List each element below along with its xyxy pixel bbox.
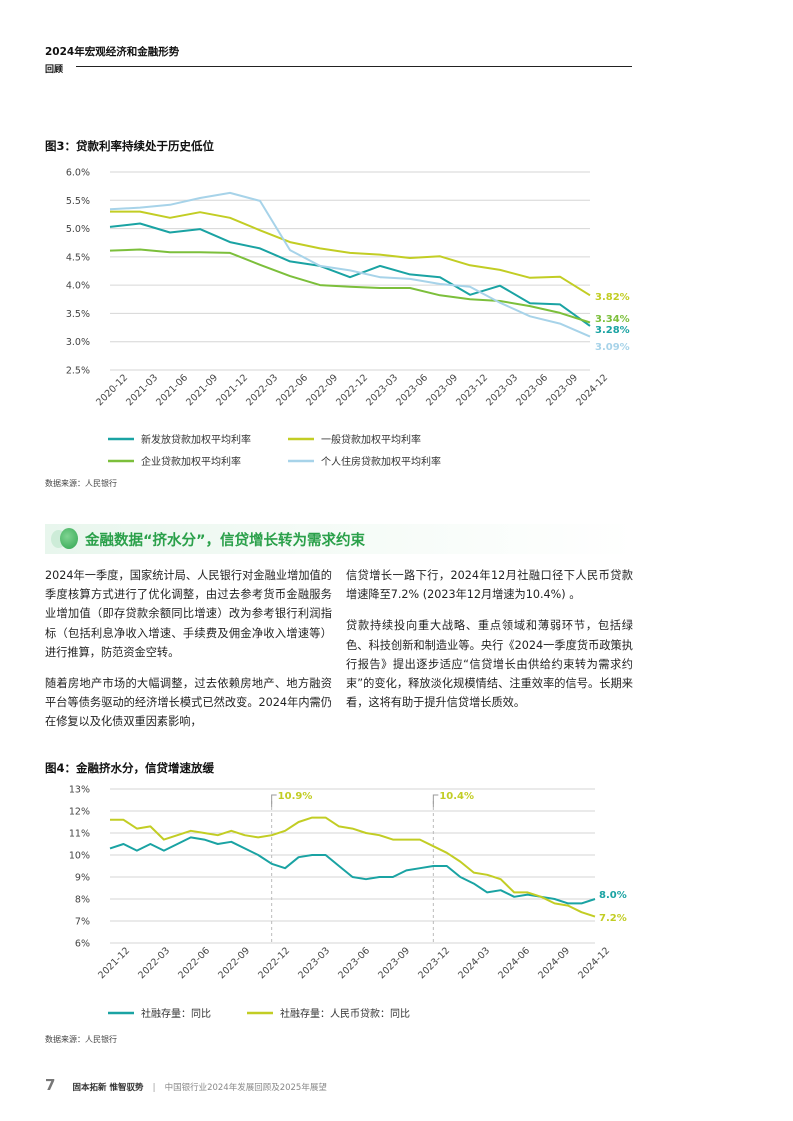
fig3-y-tick: 2.5%: [66, 366, 90, 377]
figure4-title: 图4：金融挤水分，信贷增速放缓: [45, 761, 214, 775]
fig3-end-label-4: 3.09%: [595, 342, 630, 353]
fig3-y-tick: 4.0%: [66, 281, 90, 292]
figure3-title: 图3：贷款利率持续处于历史低位: [45, 139, 214, 153]
fig3-y-tick: 5.0%: [66, 224, 90, 235]
fig4-x-tick: 2023-03: [296, 945, 332, 981]
right-paragraph-2: 贷款持续投向重大战略、重点领域和薄弱环节，包括绿色、科技创新和制造业等。央行《2…: [346, 619, 633, 710]
fig3-x-tick: 2022-12: [334, 372, 370, 408]
right-paragraph-1: 信贷增长一路下行，2024年12月社融口径下人民币贷款增速降至7.2% (202…: [346, 569, 633, 602]
running-header-subtitle: 回顾: [45, 65, 64, 75]
section-banner: 金融数据“挤水分”，信贷增长转为需求约束: [45, 524, 635, 554]
footer-brand: 固本拓新 惟智驭势: [72, 1083, 144, 1093]
fig3-series-line-4: [109, 191, 591, 338]
fig3-x-tick: 2023-09: [424, 372, 460, 408]
figure3-source: 数据来源：人民银行: [45, 479, 117, 488]
fig3-x-tick: 2023-09: [544, 372, 580, 408]
banner-background: [45, 524, 635, 554]
fig3-x-tick: 2023-12: [454, 372, 490, 408]
fig3-legend-label-1: 新发放贷款加权平均利率: [141, 433, 251, 446]
fig4-legend-label-2: 社融存量：人民币贷款：同比: [280, 1007, 410, 1020]
fig3-legend-label-2: 一般贷款加权平均利率: [321, 433, 421, 446]
fig4-legend-label-1: 社融存量：同比: [141, 1007, 211, 1020]
fig4-y-tick: 7%: [75, 917, 90, 928]
fig3-legend-label-3: 企业贷款加权平均利率: [141, 455, 241, 468]
left-column: 2024年一季度，国家统计局、人民银行对金融业增加值的季度核算方式进行了优化调整…: [45, 566, 332, 744]
fig3-x-tick: 2024-12: [574, 372, 610, 408]
fig4-x-tick: 2024-09: [536, 945, 572, 981]
fig4-x-tick: 2024-06: [496, 945, 532, 981]
fig3-legend-label-4: 个人住房贷款加权平均利率: [321, 455, 441, 468]
fig4-x-tick: 2024-12: [576, 945, 612, 981]
fig4-y-tick: 12%: [69, 807, 90, 818]
page-footer: 7 固本拓新 惟智驭势 | 中国银行业2024年发展回顾及2025年展望: [45, 1075, 327, 1094]
fig3-x-tick: 2022-06: [274, 372, 310, 408]
fig3-x-tick: 2023-06: [394, 372, 430, 408]
fig4-series-line-2: [110, 816, 596, 918]
page-number: 7: [45, 1076, 56, 1094]
fig3-series-line-2: [110, 210, 591, 297]
fig3-x-tick: 2022-09: [304, 372, 340, 408]
figure4-chart: 13%12%11%10%9%8%7%6%2021-12 2022-03 2022-0…: [69, 785, 627, 1021]
fig4-y-tick: 13%: [69, 785, 90, 796]
fig4-y-tick: 8%: [75, 895, 90, 906]
fig4-x-tick: 2022-12: [256, 945, 292, 981]
fig4-x-tick: 2022-03: [136, 945, 172, 981]
section-title: 金融数据“挤水分”，信贷增长转为需求约束: [85, 533, 366, 549]
figure4-source: 数据来源：人民银行: [45, 1035, 117, 1044]
footer-separator: |: [152, 1083, 156, 1093]
fig3-y-tick: 3.0%: [66, 337, 90, 348]
fig4-x-tick: 2021-12: [96, 945, 132, 981]
right-column: 信贷增长一路下行，2024年12月社融口径下人民币贷款增速降至7.2% (202…: [346, 566, 633, 724]
leaf-green-icon: [60, 528, 78, 549]
left-paragraph-2: 随着房地产市场的大幅调整，过去依赖房地产、地方融资平台等债务驱动的经济增长模式已…: [45, 677, 332, 729]
fig4-x-tick: 2022-09: [216, 945, 252, 981]
left-paragraph-1: 2024年一季度，国家统计局、人民银行对金融业增加值的季度核算方式进行了优化调整…: [45, 569, 332, 659]
fig4-x-tick: 2023-09: [376, 945, 412, 981]
fig4-annotation-label: 10.9%: [278, 791, 313, 802]
fig3-series-line-1: [109, 222, 591, 327]
footer-doc-title: 中国银行业2024年发展回顾及2025年展望: [164, 1083, 327, 1093]
fig3-y-tick: 6.0%: [66, 168, 90, 179]
fig3-x-tick: 2023-03: [364, 372, 400, 408]
fig4-x-tick: 2024-03: [456, 945, 492, 981]
fig3-end-label-2: 3.82%: [595, 292, 630, 303]
fig3-series-line-3: [109, 248, 591, 324]
fig3-x-tick: 2021-12: [214, 372, 250, 408]
fig4-x-tick: 2023-06: [336, 945, 372, 981]
fig4-end-label-2: 7.2%: [599, 913, 627, 924]
fig3-y-tick: 3.5%: [66, 309, 90, 320]
header-rule: [76, 66, 632, 67]
fig4-series-line-1: [109, 836, 596, 905]
fig3-y-tick: 5.5%: [66, 196, 90, 207]
fig4-x-tick: 2022-06: [176, 945, 212, 981]
fig3-y-tick: 4.5%: [66, 252, 90, 263]
fig4-y-tick: 11%: [69, 829, 90, 840]
fig3-x-tick: 2021-09: [184, 372, 220, 408]
fig3-x-tick: 2021-06: [154, 372, 190, 408]
fig4-y-tick: 10%: [69, 851, 90, 862]
running-header-title: 2024年宏观经济和金融形势: [45, 46, 180, 58]
fig3-end-label-1: 3.28%: [595, 325, 630, 336]
fig3-end-label-3: 3.34%: [595, 314, 630, 325]
fig3-x-tick: 2022-03: [244, 372, 280, 408]
fig3-x-tick: 2021-03: [124, 372, 160, 408]
fig3-x-tick: 2023-06: [514, 372, 550, 408]
figure3-chart: 6.0%5.5%5.0%4.5%4.0%3.5%3.0%2.5%2020-122…: [66, 168, 630, 469]
fig4-y-tick: 6%: [75, 939, 90, 950]
fig4-annotation-label: 10.4%: [439, 791, 474, 802]
fig4-x-tick: 2023-12: [416, 945, 452, 981]
fig4-annotation-leader: [432, 794, 439, 807]
fig4-annotation-leader: [271, 794, 277, 807]
fig3-x-tick: 2023-03: [484, 372, 520, 408]
fig3-x-tick: 2020-12: [94, 372, 130, 408]
fig4-end-label-1: 8.0%: [599, 890, 627, 901]
fig4-y-tick: 9%: [75, 873, 90, 884]
